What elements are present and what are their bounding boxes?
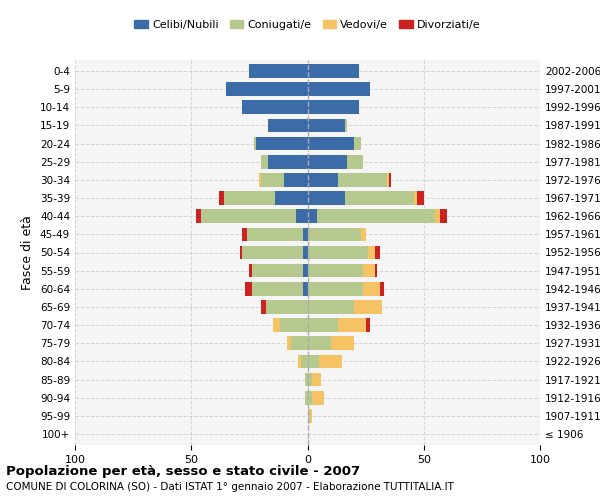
Bar [365,318,370,332]
Bar [308,391,312,404]
Bar [287,336,291,350]
Bar [291,336,308,350]
Bar [415,191,417,205]
Bar [364,282,380,296]
Bar [259,173,261,186]
Bar [319,354,343,368]
Bar [308,155,347,168]
Bar [308,246,368,260]
Bar [303,282,308,296]
Bar [308,64,359,78]
Bar [308,191,344,205]
Bar [436,210,440,223]
Bar [440,210,447,223]
Bar [280,318,308,332]
Bar [375,246,380,260]
Bar [364,264,375,278]
Bar [268,118,308,132]
Bar [389,173,391,186]
Y-axis label: Fasce di età: Fasce di età [22,215,34,290]
Bar [245,282,252,296]
Bar [312,391,324,404]
Bar [200,210,296,223]
Bar [242,100,308,114]
Bar [298,354,301,368]
Bar [338,173,386,186]
Text: Popolazione per età, sesso e stato civile - 2007: Popolazione per età, sesso e stato civil… [6,465,360,478]
Bar [247,228,303,241]
Bar [308,264,364,278]
Bar [338,318,365,332]
Bar [308,118,344,132]
Bar [308,336,331,350]
Bar [317,210,436,223]
Bar [250,64,308,78]
Bar [312,373,322,386]
Bar [308,82,370,96]
Bar [354,136,361,150]
Bar [268,155,308,168]
Bar [254,136,256,150]
Bar [308,210,317,223]
Bar [301,354,308,368]
Bar [308,173,338,186]
Bar [305,373,308,386]
Bar [272,318,280,332]
Bar [261,155,268,168]
Bar [261,173,284,186]
Bar [368,246,375,260]
Bar [308,282,364,296]
Bar [308,373,312,386]
Bar [303,246,308,260]
Bar [242,246,303,260]
Bar [331,336,354,350]
Bar [308,318,338,332]
Bar [226,82,308,96]
Bar [266,300,308,314]
Bar [303,264,308,278]
Bar [250,264,252,278]
Bar [308,354,319,368]
Bar [261,300,266,314]
Bar [305,391,308,404]
Bar [386,173,389,186]
Bar [284,173,308,186]
Bar [303,228,308,241]
Bar [310,409,312,423]
Bar [354,300,382,314]
Bar [308,100,359,114]
Bar [252,264,303,278]
Bar [308,409,310,423]
Bar [224,191,275,205]
Bar [296,210,308,223]
Bar [252,282,303,296]
Bar [417,191,424,205]
Bar [196,210,200,223]
Legend: Celibi/Nubili, Coniugati/e, Vedovi/e, Divorziati/e: Celibi/Nubili, Coniugati/e, Vedovi/e, Di… [130,16,485,34]
Text: COMUNE DI COLORINA (SO) - Dati ISTAT 1° gennaio 2007 - Elaborazione TUTTITALIA.I: COMUNE DI COLORINA (SO) - Dati ISTAT 1° … [6,482,454,492]
Bar [344,118,347,132]
Bar [240,246,242,260]
Bar [275,191,308,205]
Bar [256,136,308,150]
Bar [344,191,415,205]
Bar [361,228,365,241]
Bar [219,191,224,205]
Bar [308,300,354,314]
Bar [242,228,247,241]
Bar [347,155,363,168]
Bar [308,228,361,241]
Bar [308,136,354,150]
Bar [380,282,384,296]
Bar [375,264,377,278]
